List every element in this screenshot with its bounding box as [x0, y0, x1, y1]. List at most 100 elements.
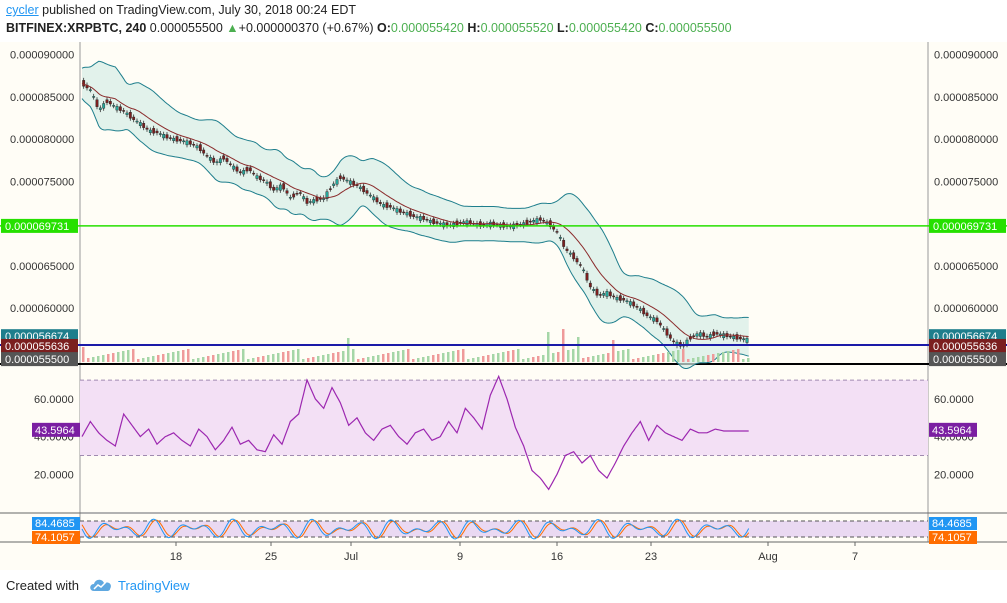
rsi-badge-right-text: 43.5964: [932, 425, 972, 437]
candle-body: [525, 219, 529, 225]
price-badge-right: [929, 338, 1006, 353]
candle-body: [215, 161, 219, 163]
bollinger-fill: [82, 61, 749, 369]
candle-body: [722, 333, 726, 339]
publish-line: cycler published on TradingView.com, Jul…: [6, 3, 356, 17]
candle-body: [162, 134, 166, 139]
price-pane[interactable]: [80, 42, 928, 363]
candle-body: [578, 264, 582, 266]
volume-bar: [532, 357, 535, 362]
candle-body: [382, 204, 386, 208]
candle-body: [232, 165, 236, 170]
volume-bar: [522, 359, 525, 362]
candle-body: [135, 120, 139, 123]
candle-body: [255, 175, 259, 179]
price-tick-left: 0.000065000: [10, 261, 74, 273]
candle-body: [608, 291, 612, 297]
left-axis: [0, 42, 80, 542]
candle-body: [542, 220, 546, 222]
time-tick: Jul: [344, 551, 358, 563]
volume-bar: [107, 354, 110, 362]
volume-bar: [547, 332, 550, 362]
volume-bar: [477, 357, 480, 362]
candle-body: [582, 269, 586, 272]
volume-bar: [677, 350, 680, 362]
symbol-label[interactable]: BITFINEX:XRPBTC, 240: [6, 21, 147, 35]
candle-body: [738, 336, 742, 340]
candle-body: [628, 301, 632, 306]
candle-body: [88, 89, 92, 91]
volume-bar: [447, 352, 450, 362]
volume-bar: [242, 349, 245, 362]
volume-bar: [622, 350, 625, 362]
publish-text: published on TradingView.com, July 30, 2…: [38, 3, 356, 17]
volume-bar: [647, 356, 650, 362]
candle-body: [635, 306, 639, 308]
stoch-band-fill: [80, 521, 928, 537]
volume-bar: [432, 355, 435, 362]
candle-body: [298, 192, 302, 194]
volume-bar: [422, 357, 425, 362]
candle-body: [185, 140, 189, 146]
bollinger-upper: [81, 60, 749, 319]
volume-bar: [672, 351, 675, 362]
stoch-k-badge-left-text: 84.4685: [35, 518, 75, 530]
candle-body: [98, 107, 102, 110]
candle-body: [272, 186, 276, 191]
volume-bar: [302, 359, 305, 362]
volume-bar: [682, 349, 685, 362]
volume-bar: [657, 354, 660, 362]
price-tick-left: 0.000080000: [10, 134, 74, 146]
price-badge-left: [1, 352, 78, 367]
price-series: [0, 60, 1007, 369]
volume-bar: [232, 351, 235, 362]
tradingview-cloud-icon[interactable]: [88, 576, 114, 594]
stoch-k-badge-left: [32, 517, 80, 530]
candle-body: [295, 193, 299, 195]
volume-bar: [427, 356, 430, 362]
close-value: 0.000055500: [658, 21, 732, 35]
candle-body: [228, 163, 232, 166]
price-tick-left: 0.000060000: [10, 303, 74, 315]
volume-bar: [212, 355, 215, 362]
time-tick: 18: [170, 551, 182, 563]
price-tick-left: 0.000075000: [10, 176, 74, 188]
volume-bar: [742, 359, 745, 362]
volume-bar: [297, 349, 300, 362]
tradingview-link[interactable]: TradingView: [118, 578, 190, 593]
candle-body: [285, 190, 289, 194]
candle-body: [625, 300, 629, 303]
candle-body: [378, 202, 382, 204]
candle-body: [555, 231, 559, 233]
candle-body: [188, 140, 192, 145]
volume-bar: [457, 350, 460, 362]
candle-body: [532, 220, 536, 223]
time-axis: [0, 542, 1007, 570]
candle-body: [292, 193, 296, 198]
volume-bar: [687, 359, 690, 362]
right-axis: [928, 42, 1007, 542]
candle-body: [362, 185, 366, 193]
candle-body: [668, 334, 672, 339]
candle-body: [182, 140, 186, 143]
candle-body: [352, 180, 356, 186]
volume-bar: [637, 358, 640, 362]
volume-bar: [327, 354, 330, 362]
up-arrow-icon: ▲: [226, 21, 239, 35]
candle-body: [348, 180, 352, 185]
volume-bar: [597, 355, 600, 362]
author-link[interactable]: cycler: [6, 3, 39, 17]
candle-body: [208, 157, 212, 161]
candle-body: [332, 183, 336, 186]
volume-bar: [377, 355, 380, 362]
volume-bar: [397, 351, 400, 362]
volume-bar: [217, 354, 220, 362]
stoch-d-badge-right: [929, 531, 977, 544]
volume-bar: [127, 350, 130, 362]
candle-body: [672, 340, 676, 343]
volume-bar: [442, 353, 445, 362]
candle-body: [282, 183, 286, 190]
volume-bar: [607, 353, 610, 362]
candle-body: [95, 99, 99, 107]
